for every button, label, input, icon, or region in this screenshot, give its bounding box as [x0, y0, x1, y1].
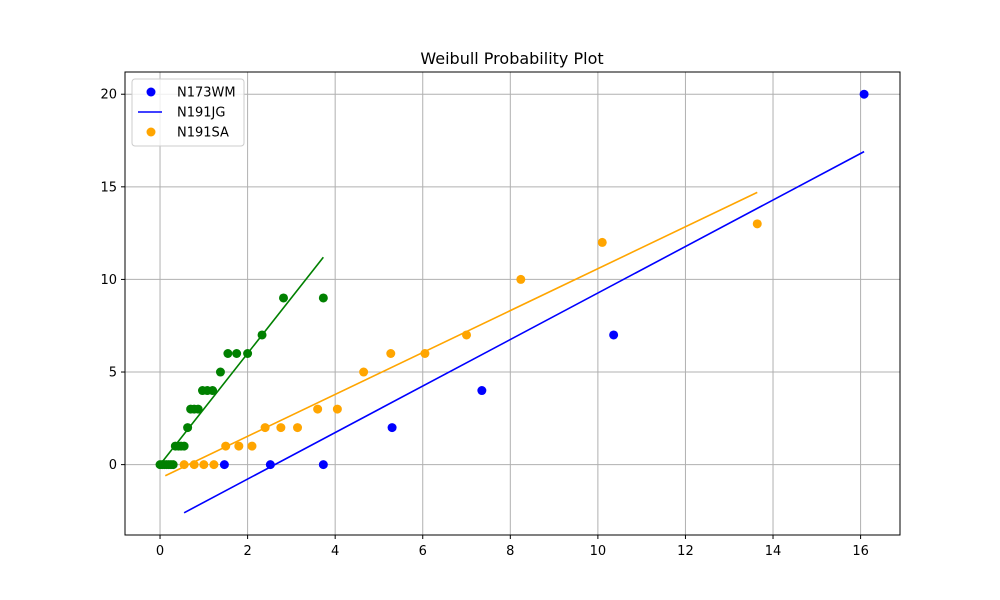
data-point: [597, 237, 607, 247]
legend-label: N173WM: [177, 86, 236, 101]
data-point: [179, 460, 189, 470]
data-point: [293, 423, 303, 433]
data-point: [265, 460, 275, 470]
data-point: [859, 89, 869, 99]
data-point: [516, 274, 526, 284]
x-tick-label: 2: [243, 544, 251, 559]
data-point: [318, 460, 328, 470]
data-point: [179, 441, 189, 451]
data-point: [243, 349, 253, 359]
data-point: [232, 349, 242, 359]
legend-label: N191SA: [177, 126, 229, 141]
legend-marker-swatch: [146, 87, 156, 97]
y-tick-label: 0: [109, 458, 117, 473]
y-tick-label: 10: [100, 273, 117, 288]
data-point: [208, 386, 218, 396]
data-point: [420, 349, 430, 359]
data-points: [155, 89, 869, 470]
legend: N173WM N191JG N191SA: [131, 78, 245, 147]
x-tick-label: 0: [156, 544, 164, 559]
data-point: [215, 367, 225, 377]
data-point: [359, 367, 369, 377]
grid: [125, 72, 900, 535]
y-tick-label: 5: [109, 366, 117, 381]
data-point: [199, 460, 209, 470]
data-point: [609, 330, 619, 340]
data-point: [189, 460, 199, 470]
plot-area-frame: [124, 71, 901, 536]
data-point: [234, 441, 244, 451]
data-point: [168, 460, 178, 470]
data-point: [279, 293, 289, 303]
x-tick-label: 8: [506, 544, 514, 559]
fit-line: [183, 150, 865, 514]
axis-ticks: 0 2 4 6 8 10 12 14 16 0 5 10 15 20: [100, 88, 868, 559]
data-point: [318, 293, 328, 303]
chart-title: Weibull Probability Plot: [420, 49, 603, 68]
x-tick-label: 12: [677, 544, 694, 559]
legend-marker-swatch: [146, 127, 156, 137]
data-point: [183, 423, 193, 433]
data-point: [276, 423, 286, 433]
data-point: [387, 423, 397, 433]
x-tick-label: 14: [765, 544, 782, 559]
data-point: [193, 404, 203, 414]
data-point: [209, 460, 219, 470]
data-point: [332, 404, 342, 414]
data-point: [247, 441, 257, 451]
y-tick-label: 20: [100, 88, 117, 103]
data-point: [752, 219, 762, 229]
data-point: [260, 423, 270, 433]
x-tick-label: 6: [419, 544, 427, 559]
data-point: [223, 349, 233, 359]
data-point: [462, 330, 472, 340]
data-point: [477, 386, 487, 396]
data-point: [313, 404, 323, 414]
data-point: [219, 460, 229, 470]
y-tick-label: 15: [100, 180, 117, 195]
x-tick-label: 4: [331, 544, 339, 559]
data-point: [386, 349, 396, 359]
legend-label: N191JG: [177, 106, 225, 121]
data-point: [221, 441, 231, 451]
legend-box: [131, 78, 245, 147]
data-point: [257, 330, 267, 340]
x-tick-label: 10: [590, 544, 607, 559]
x-tick-label: 16: [852, 544, 869, 559]
